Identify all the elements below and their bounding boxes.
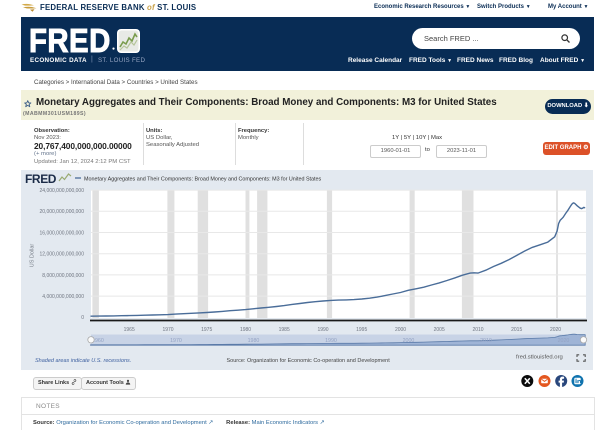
svg-text:1995: 1995 [356, 327, 367, 333]
svg-text:1970: 1970 [162, 327, 173, 333]
svg-text:Source: Organization for Econo: Source: Organization for Economic Co-ope… [227, 358, 391, 364]
svg-text:2020: 2020 [558, 338, 570, 344]
svg-text:Shaded areas indicate U.S. rec: Shaded areas indicate U.S. recessions. [35, 358, 131, 364]
svg-text:1980: 1980 [240, 327, 251, 333]
svg-text:2010: 2010 [472, 327, 483, 333]
svg-text:1990: 1990 [317, 327, 328, 333]
svg-text:2015: 2015 [511, 327, 522, 333]
svg-text:8,000,000,000,000: 8,000,000,000,000 [42, 273, 84, 279]
svg-text:1975: 1975 [201, 327, 212, 333]
svg-text:2005: 2005 [434, 327, 445, 333]
svg-text:2000: 2000 [403, 338, 415, 344]
svg-text:1965: 1965 [124, 327, 135, 333]
svg-text:1980: 1980 [248, 338, 260, 344]
svg-text:1985: 1985 [279, 327, 290, 333]
svg-text:1960: 1960 [92, 338, 104, 344]
svg-text:Monetary Aggregates and Their: Monetary Aggregates and Their Components… [84, 177, 322, 183]
svg-text:16,000,000,000,000: 16,000,000,000,000 [40, 230, 85, 236]
svg-text:24,000,000,000,000: 24,000,000,000,000 [40, 188, 85, 194]
svg-text:1990: 1990 [325, 338, 337, 344]
svg-text:2010: 2010 [480, 338, 492, 344]
svg-text:FRED: FRED [25, 172, 57, 186]
svg-text:fred.stlouisfed.org: fred.stlouisfed.org [516, 355, 563, 361]
svg-text:US Dollar: US Dollar [30, 244, 36, 268]
svg-text:4,000,000,000,000: 4,000,000,000,000 [42, 294, 84, 300]
svg-text:2020: 2020 [550, 327, 561, 333]
svg-text:20,000,000,000,000: 20,000,000,000,000 [40, 209, 85, 215]
svg-text:1970: 1970 [170, 338, 182, 344]
svg-text:2000: 2000 [395, 327, 406, 333]
svg-text:12,000,000,000,000: 12,000,000,000,000 [40, 252, 85, 258]
svg-text:0: 0 [81, 315, 84, 321]
